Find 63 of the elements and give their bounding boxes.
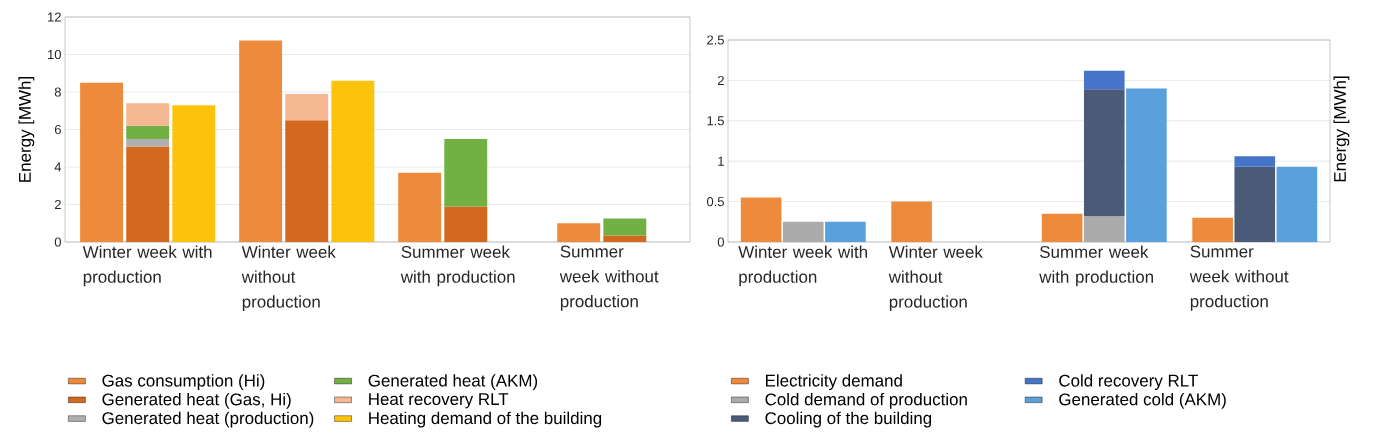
- bar: [1083, 70, 1125, 90]
- bar: [126, 146, 170, 242]
- y-tick-label: 8: [54, 87, 61, 97]
- y-tick-label: 4: [54, 162, 62, 172]
- y-tick-label: 2: [54, 199, 61, 210]
- y-tick-label: 10: [48, 49, 61, 60]
- x-tick-label: Summer week with production: [1039, 245, 1153, 287]
- bar: [444, 138, 488, 207]
- y-tick-label: 1.5: [707, 116, 724, 126]
- y-tick-label: 2.5: [707, 35, 724, 45]
- bar: [603, 218, 647, 236]
- bar: [603, 235, 647, 242]
- bar: [126, 138, 170, 147]
- legend-label: Generated heat (AKM): [368, 374, 538, 390]
- bar: [285, 120, 329, 242]
- x-tick-label: Winter week without production: [888, 245, 983, 312]
- bar: [1126, 88, 1167, 242]
- bar: [1192, 217, 1233, 242]
- legend-label: Cold recovery RLT: [1059, 374, 1198, 390]
- bar: [1234, 156, 1276, 167]
- bar: [285, 93, 329, 121]
- bar: [740, 197, 782, 242]
- legend-label: Generated heat (production): [102, 411, 314, 428]
- y-tick-label: 0: [54, 237, 61, 247]
- x-tick-label: Summer week with production: [400, 245, 515, 287]
- x-tick-label: Winter week without production: [241, 245, 336, 312]
- bar: [126, 125, 170, 139]
- y-axis-title: Energy [MWh]: [18, 77, 35, 182]
- bar: [1276, 166, 1318, 242]
- legend-label: Electricity demand: [765, 374, 902, 390]
- legend-label: Cold demand of production: [765, 392, 967, 409]
- bar: [126, 103, 170, 126]
- bar: [172, 105, 216, 242]
- bar: [891, 201, 932, 242]
- bar: [239, 40, 283, 242]
- x-tick-label: Summer week without production: [1189, 245, 1289, 311]
- bar: [1083, 89, 1125, 217]
- x-tick-label: Winter week with production: [738, 245, 868, 287]
- legend-label: Gas consumption (Hi): [102, 374, 265, 390]
- legend-label: Heating demand of the building: [369, 411, 602, 428]
- bar: [1041, 213, 1083, 242]
- legend-label: Heat recovery RLT: [369, 393, 509, 409]
- bar: [557, 223, 601, 242]
- y-tick-label: 0: [717, 237, 724, 247]
- bar: [1234, 166, 1276, 242]
- y-tick-label: 0.5: [706, 197, 724, 207]
- bar: [398, 172, 442, 242]
- legend-label: Cooling of the building: [765, 411, 932, 428]
- y-axis-title: Energy [MWh]: [1333, 76, 1350, 182]
- y-tick-label: 1: [718, 156, 724, 166]
- legend-label: Generated cold (AKM): [1059, 392, 1226, 409]
- y-tick-label: 6: [54, 124, 61, 135]
- bar: [80, 82, 124, 242]
- x-tick-label: Summer week without production: [559, 245, 659, 311]
- bar: [331, 80, 375, 242]
- y-tick-label: 2: [717, 75, 724, 85]
- y-tick-label: 12: [48, 12, 61, 22]
- legend-label: Generated heat (Gas, Hi): [102, 392, 291, 409]
- bar: [1083, 216, 1125, 242]
- bar: [825, 221, 866, 242]
- bar: [444, 206, 488, 242]
- bar: [782, 221, 824, 242]
- x-tick-label: Winter week with production: [82, 245, 212, 287]
